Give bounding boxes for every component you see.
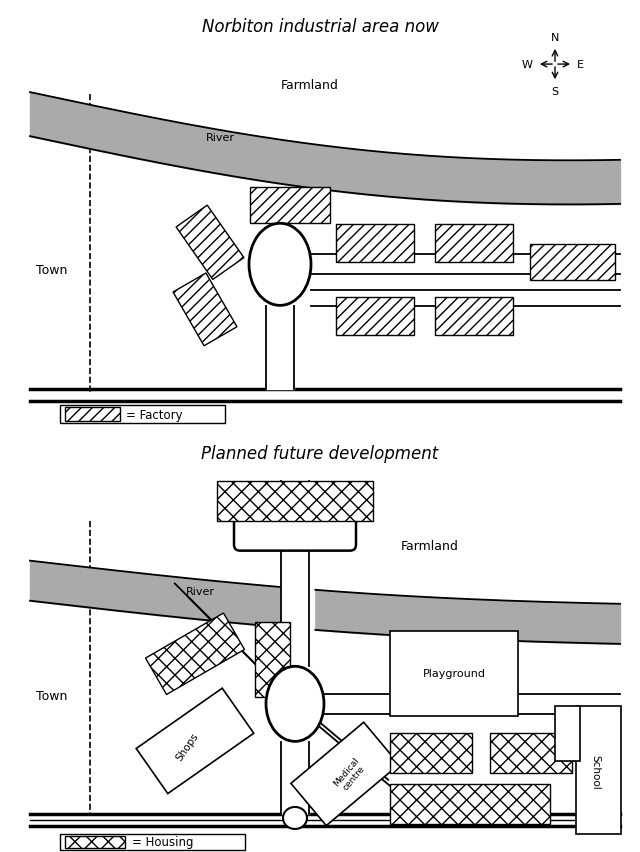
Polygon shape <box>173 273 237 347</box>
Text: Medical
centre: Medical centre <box>332 754 369 793</box>
Ellipse shape <box>283 807 307 829</box>
Text: Town: Town <box>36 689 68 703</box>
Bar <box>336 225 414 263</box>
Bar <box>530 245 615 281</box>
Text: Planned future development: Planned future development <box>202 444 438 462</box>
Bar <box>435 225 513 263</box>
Bar <box>390 631 518 716</box>
Text: E: E <box>577 60 584 70</box>
Ellipse shape <box>266 666 324 741</box>
Text: W: W <box>522 60 533 70</box>
Polygon shape <box>145 613 244 694</box>
Bar <box>435 298 513 336</box>
Text: = Housing: = Housing <box>132 836 193 849</box>
Text: N: N <box>551 33 559 43</box>
Text: School: School <box>590 754 600 788</box>
Bar <box>60 834 245 850</box>
Bar <box>490 733 572 773</box>
Text: Farmland: Farmland <box>401 539 459 552</box>
Bar <box>390 784 550 824</box>
Text: Town: Town <box>36 263 68 277</box>
Text: Playground: Playground <box>422 669 486 678</box>
Polygon shape <box>136 688 254 794</box>
Bar <box>255 622 290 697</box>
Text: Farmland: Farmland <box>281 78 339 91</box>
Bar <box>390 733 472 773</box>
Text: River: River <box>205 133 234 143</box>
Ellipse shape <box>249 224 311 306</box>
Bar <box>217 481 373 521</box>
Bar <box>555 706 580 761</box>
Polygon shape <box>291 722 399 826</box>
Polygon shape <box>176 206 244 280</box>
Text: River: River <box>186 586 214 596</box>
Bar <box>250 188 330 224</box>
Bar <box>336 298 414 336</box>
Bar <box>60 406 225 424</box>
Text: Norbiton industrial area now: Norbiton industrial area now <box>202 18 438 36</box>
Bar <box>65 836 125 848</box>
Text: = Factory: = Factory <box>126 408 182 422</box>
Text: S: S <box>552 87 559 97</box>
FancyBboxPatch shape <box>234 511 356 551</box>
Text: Shops: Shops <box>174 730 200 762</box>
Bar <box>576 706 621 834</box>
Bar <box>65 408 120 422</box>
